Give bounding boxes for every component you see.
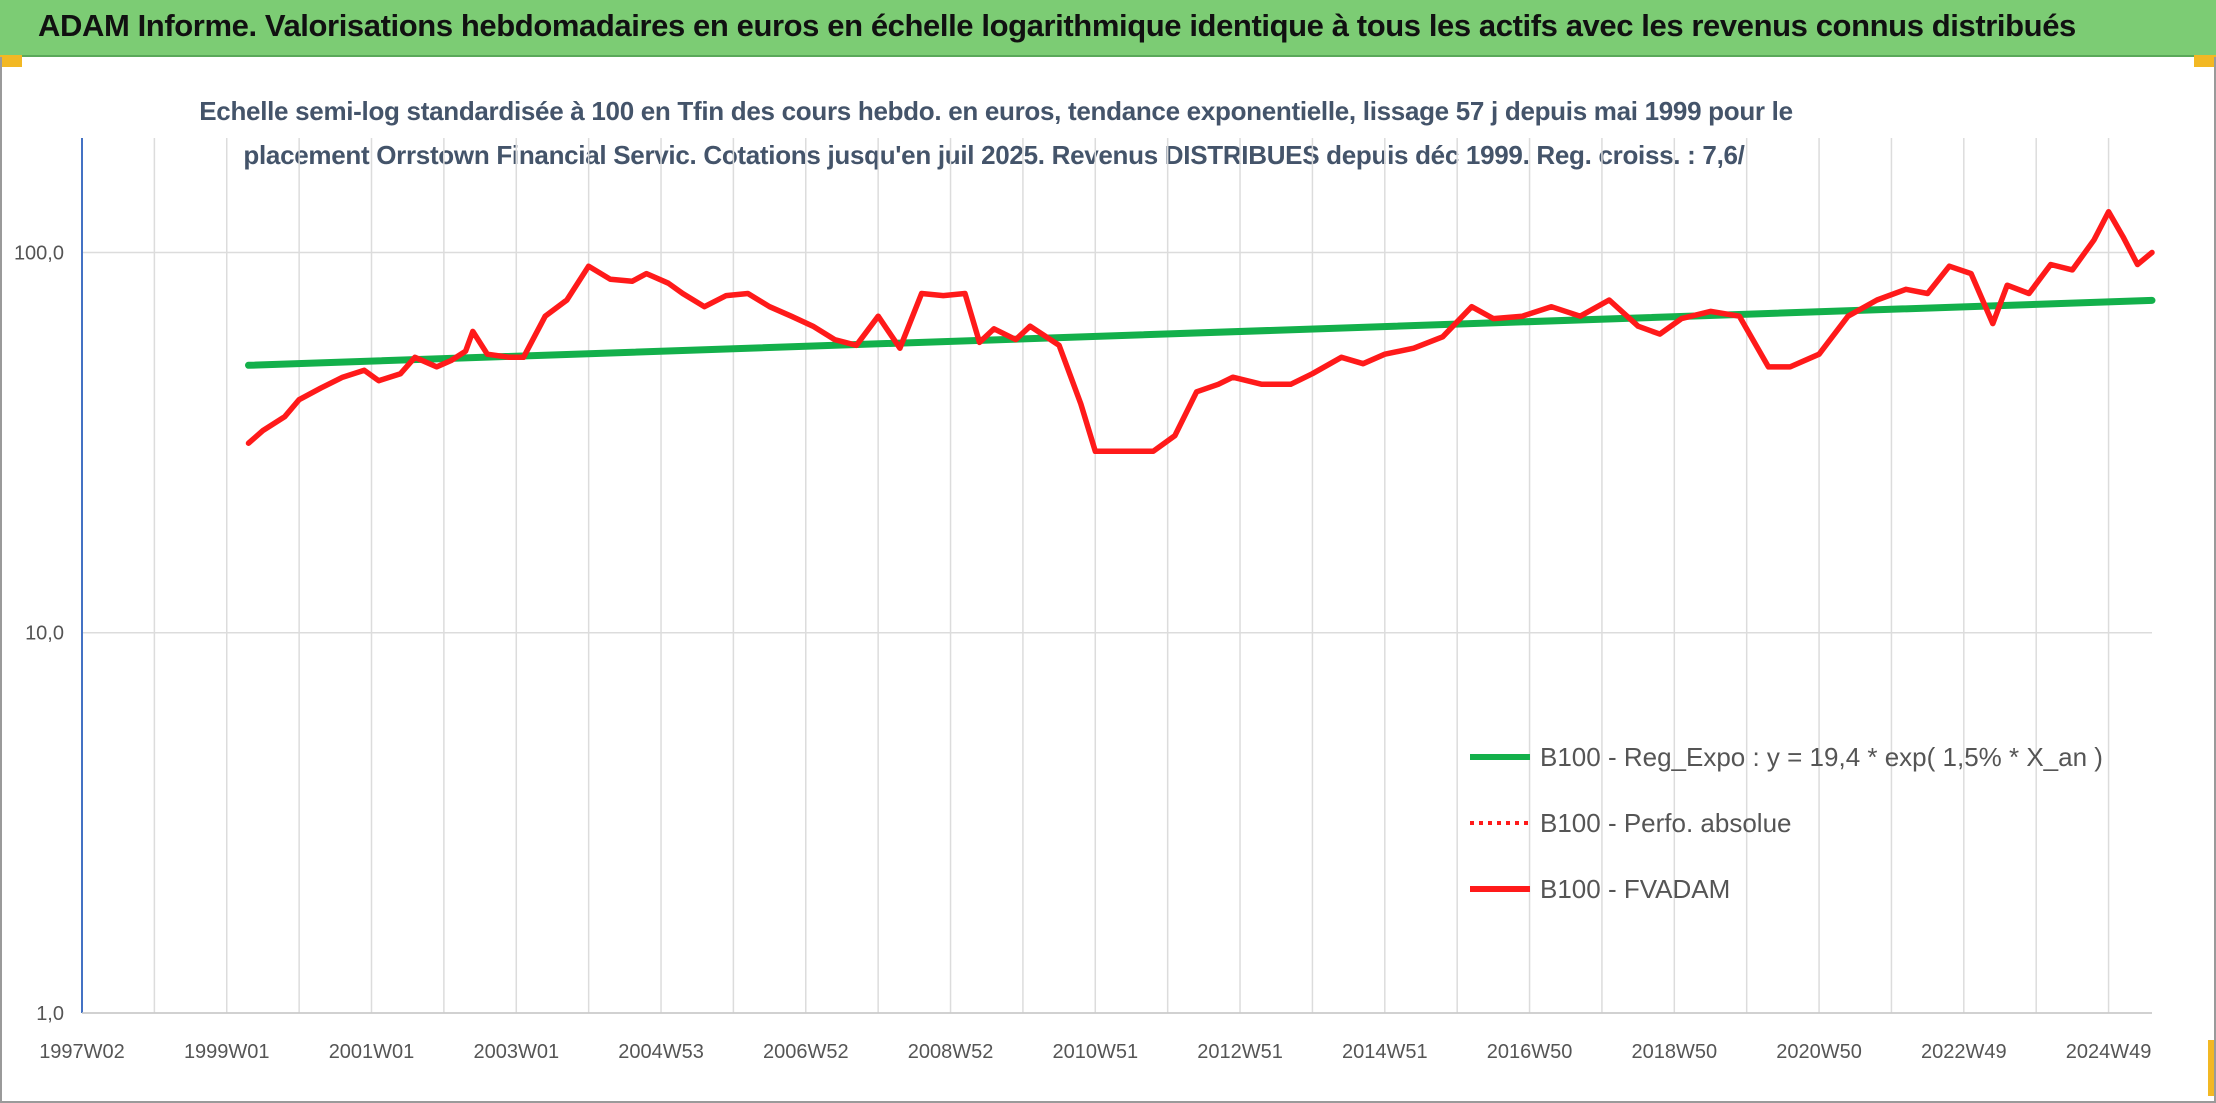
x-tick-label: 2010W51 [1052,1041,1138,1063]
chart-frame [0,57,2216,1103]
x-tick-label: 2020W50 [1776,1041,1862,1063]
x-tick-label: 2014W51 [1342,1041,1428,1063]
corner-marker-right [2194,55,2216,67]
y-tick-label: 100,0 [14,242,64,264]
y-tick-label: 1,0 [36,1003,64,1025]
series-line-2 [245,208,2155,455]
chart-subtitle-line-2: placement Orrstown Financial Servic. Cot… [243,140,1745,170]
title-banner: ADAM Informe. Valorisations hebdomadaire… [0,0,2216,57]
x-tick-label: 2024W49 [2066,1041,2152,1063]
corner-marker-bottom-right [2208,1040,2216,1096]
x-tick-label: 2022W49 [1921,1041,2007,1063]
x-tick-label: 2003W01 [473,1041,559,1063]
legend-label-2: B100 - FVADAM [1540,874,1730,904]
legend-label-0: B100 - Reg_Expo : y = 19,4 * exp( 1,5% *… [1540,742,2103,772]
chart-subtitle-line-1: Echelle semi-log standardisée à 100 en T… [199,96,1793,126]
legend-label-1: B100 - Perfo. absolue [1540,808,1792,838]
x-tick-label: 2006W52 [763,1041,849,1063]
x-tick-label: 1999W01 [184,1041,270,1063]
page-title: ADAM Informe. Valorisations hebdomadaire… [38,8,2076,43]
corner-marker-left [0,55,22,67]
x-tick-label: 2012W51 [1197,1041,1283,1063]
x-tick-label: 2004W53 [618,1041,704,1063]
x-tick-label: 2001W01 [329,1041,415,1063]
series-line-0 [245,296,2156,369]
x-tick-label: 2018W50 [1631,1041,1717,1063]
x-tick-label: 1997W02 [39,1041,125,1063]
y-tick-label: 10,0 [25,623,64,645]
x-tick-label: 2008W52 [908,1041,994,1063]
x-tick-label: 2016W50 [1487,1041,1573,1063]
